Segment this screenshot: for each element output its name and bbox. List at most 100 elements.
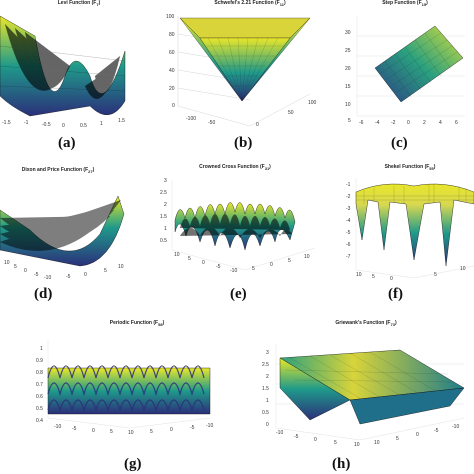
panel-d: Dixon and Price Function (F27) 10 5 0 -5… <box>0 160 140 310</box>
tick-f-4: 10 <box>460 266 466 272</box>
ztick-b-3: 40 <box>169 68 175 74</box>
surface-plot-d <box>0 195 125 267</box>
surface-plot-a <box>0 15 126 117</box>
ztick-e-5: 0.5 <box>160 238 167 244</box>
ztick-c-2: 20 <box>345 66 351 72</box>
tick-d-0: 10 <box>4 260 10 266</box>
plot-title-d: Dixon and Price Function (F27) <box>21 167 95 174</box>
panel-e: Crowned Cross Function (F31) 3 2.5 2 1.5… <box>150 160 320 310</box>
tick-d-6: 0 <box>84 272 87 278</box>
surface-plot-g <box>47 340 211 429</box>
ztick-h-4: 1 <box>266 398 269 404</box>
tick-e-8: 10 <box>304 254 310 260</box>
ztick-h-0: 3 <box>266 350 269 356</box>
tick-g-2: 0 <box>92 428 95 434</box>
ztick-h-6: 0 <box>266 422 269 428</box>
tick-g-4: 10 <box>128 430 134 436</box>
panel-g: Periodic Function (F58) 1 0.9 0.8 0.7 0.… <box>20 316 230 474</box>
surface-plot-b <box>177 16 311 127</box>
tick-h-6: 5 <box>396 436 399 442</box>
tick-h-7: 0 <box>416 432 419 438</box>
tick-d-1: 5 <box>14 264 17 270</box>
tick-a-6: 1.5 <box>118 118 125 124</box>
tick-e-0: 10 <box>174 252 180 258</box>
tick-e-5: 5 <box>252 266 255 272</box>
surface-plot-f <box>355 178 474 279</box>
plot-title-a: Levi Function (F7) <box>57 0 101 7</box>
tick-h-2: 0 <box>314 437 317 443</box>
ztick-h-2: 2 <box>266 374 269 380</box>
tick-b-3: 50 <box>288 110 294 116</box>
tick-g-3: 5 <box>110 429 113 435</box>
tick-f-3: 5 <box>434 272 437 278</box>
ztick-e-0: 3 <box>164 178 167 184</box>
tick-e-6: 0 <box>270 262 273 268</box>
tick-h-3: 5 <box>334 440 337 446</box>
tick-d-5: -5 <box>66 274 71 280</box>
tick-h-0: -10 <box>276 430 284 436</box>
ztick-g-0: 1 <box>40 346 43 352</box>
tick-d-7: 5 <box>104 268 107 274</box>
tick-a-2: -0.5 <box>42 122 51 128</box>
ztick-f-4: -5 <box>346 230 351 236</box>
tick-f-0: 10 <box>356 272 362 278</box>
panel-a: Levi Function (F7) -1.5 -1 -0.5 0 0.5 1 … <box>0 0 140 155</box>
tick-d-4: -10 <box>44 275 52 281</box>
surface-plot-c <box>356 16 465 117</box>
tick-c-1: -4 <box>375 120 380 126</box>
ztick-e-1: 2.5 <box>160 190 167 196</box>
panel-label-g: (g) <box>124 456 142 472</box>
ztick-g-4: 0.6 <box>36 394 43 400</box>
ztick-b-0: 100 <box>166 14 175 20</box>
ztick-f-6: -7 <box>346 254 351 260</box>
tick-h-1: -5 <box>294 434 299 440</box>
tick-a-5: 1 <box>100 121 103 127</box>
panel-h: Griewank's Function (F73) 3 2.5 2 1.5 1 … <box>250 316 474 474</box>
plot-title-c: Step Function (F15) <box>382 0 428 7</box>
tick-b-4: 100 <box>308 100 317 106</box>
plot-title-b: Schwefel's 2.21 Function (F11) <box>214 0 286 7</box>
tick-b-2: 0 <box>256 122 259 128</box>
ztick-b-4: 20 <box>169 86 175 92</box>
surface-plot-h <box>275 344 465 441</box>
ztick-h-3: 1.5 <box>262 386 269 392</box>
tick-h-5: 10 <box>374 440 380 446</box>
tick-b-0: -100 <box>186 116 197 122</box>
ztick-g-3: 0.7 <box>36 382 43 388</box>
tick-g-6: 0 <box>170 427 173 433</box>
panel-label-e: (e) <box>230 286 247 302</box>
tick-c-3: 0 <box>407 120 410 126</box>
panel-label-a: (a) <box>58 135 76 151</box>
tick-g-1: -5 <box>72 426 77 432</box>
ztick-c-5: 5 <box>348 118 351 124</box>
tick-c-6: 6 <box>455 120 458 126</box>
tick-c-5: 4 <box>439 120 442 126</box>
ztick-g-1: 0.9 <box>36 358 43 364</box>
tick-e-7: 5 <box>288 258 291 264</box>
panel-label-b: (b) <box>234 135 253 151</box>
plot-title-f: Shekel Function (F55) <box>384 164 436 171</box>
panel-label-c: (c) <box>391 135 408 151</box>
ztick-c-3: 15 <box>345 84 351 90</box>
ztick-g-5: 0.5 <box>36 406 43 412</box>
tick-d-3: -5 <box>34 272 39 278</box>
tick-g-0: -10 <box>54 424 62 430</box>
tick-b-1: -50 <box>208 120 216 126</box>
tick-e-2: 0 <box>202 260 205 266</box>
panel-label-f: (f) <box>388 286 403 302</box>
ztick-h-1: 2.5 <box>262 362 269 368</box>
panel-label-h: (h) <box>332 456 351 472</box>
tick-e-1: 5 <box>188 256 191 262</box>
plot-title-h: Griewank's Function (F73) <box>335 320 397 327</box>
tick-h-8: -5 <box>434 428 439 434</box>
ztick-f-2: -3 <box>346 206 351 212</box>
ztick-f-0: -1 <box>346 182 351 188</box>
tick-h-9: -10 <box>452 424 460 430</box>
ztick-e-3: 1.5 <box>160 214 167 220</box>
tick-a-0: -1.5 <box>2 120 11 126</box>
ztick-g-6: 0.4 <box>36 418 43 424</box>
tick-a-3: 0 <box>62 123 65 129</box>
ztick-f-3: -4 <box>346 218 351 224</box>
tick-d-2: 0 <box>24 268 27 274</box>
surface-plot-e <box>171 180 316 271</box>
